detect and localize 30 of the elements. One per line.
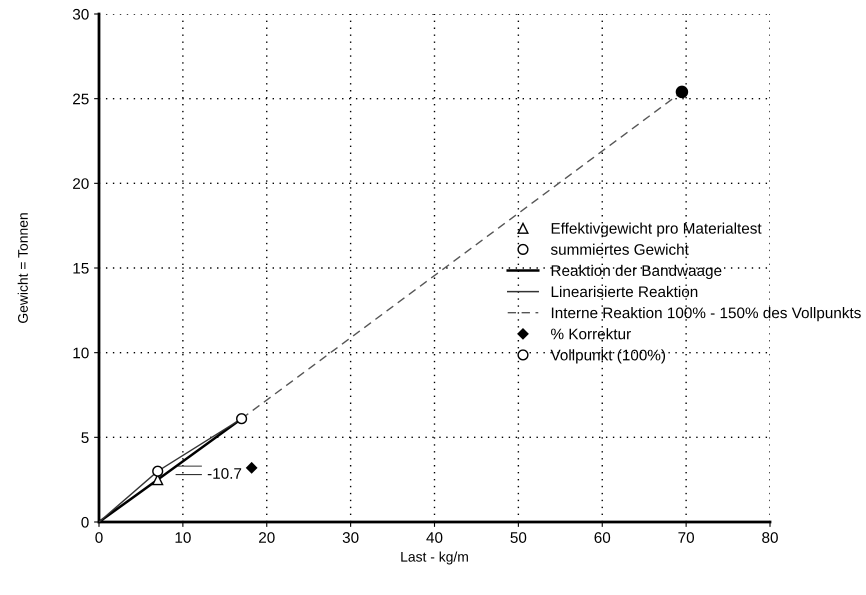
legend-label: Vollpunkt (100%) [550,349,666,364]
x-tick-label: 40 [426,532,442,543]
y-axis-title: Gewicht = Tonnen [18,213,28,323]
point [152,466,164,477]
legend-label: Interne Reaktion 100% - 150% des Vollpunkts [552,307,861,322]
x-tick-label: 20 [259,532,275,543]
y-tick-label: 15 [73,263,89,274]
x-tick-label: 0 [95,532,103,543]
x-tick-label: 50 [510,532,526,543]
x-axis-title: Last - kg/m [401,552,468,564]
point [236,413,248,424]
legend-label: % Korrektur [551,328,631,340]
y-tick-label: 10 [73,348,89,358]
point [246,462,258,474]
legend-label: Reaktion der Bandwaage [552,264,722,280]
legend-label: summiertes Gewicht [550,244,689,255]
x-tick-label: 70 [678,532,694,543]
y-tick-label: 20 [73,178,89,190]
point [676,86,688,98]
legend-label: Effektivgewicht pro Materialtest [552,222,762,237]
x-tick-label: 30 [342,532,359,543]
y-tick-label: 0 [81,516,89,528]
y-tick-label: 5 [81,432,89,444]
x-tick-label: 80 [762,532,778,543]
legend-label: Linearisierte Reaktion [552,286,698,298]
annotation: -10.7 [208,468,242,479]
x-tick-label: 60 [594,532,610,543]
y-tick-label: 30 [72,8,89,20]
x-tick-label: 10 [176,532,191,543]
y-tick-label: 25 [73,94,89,104]
